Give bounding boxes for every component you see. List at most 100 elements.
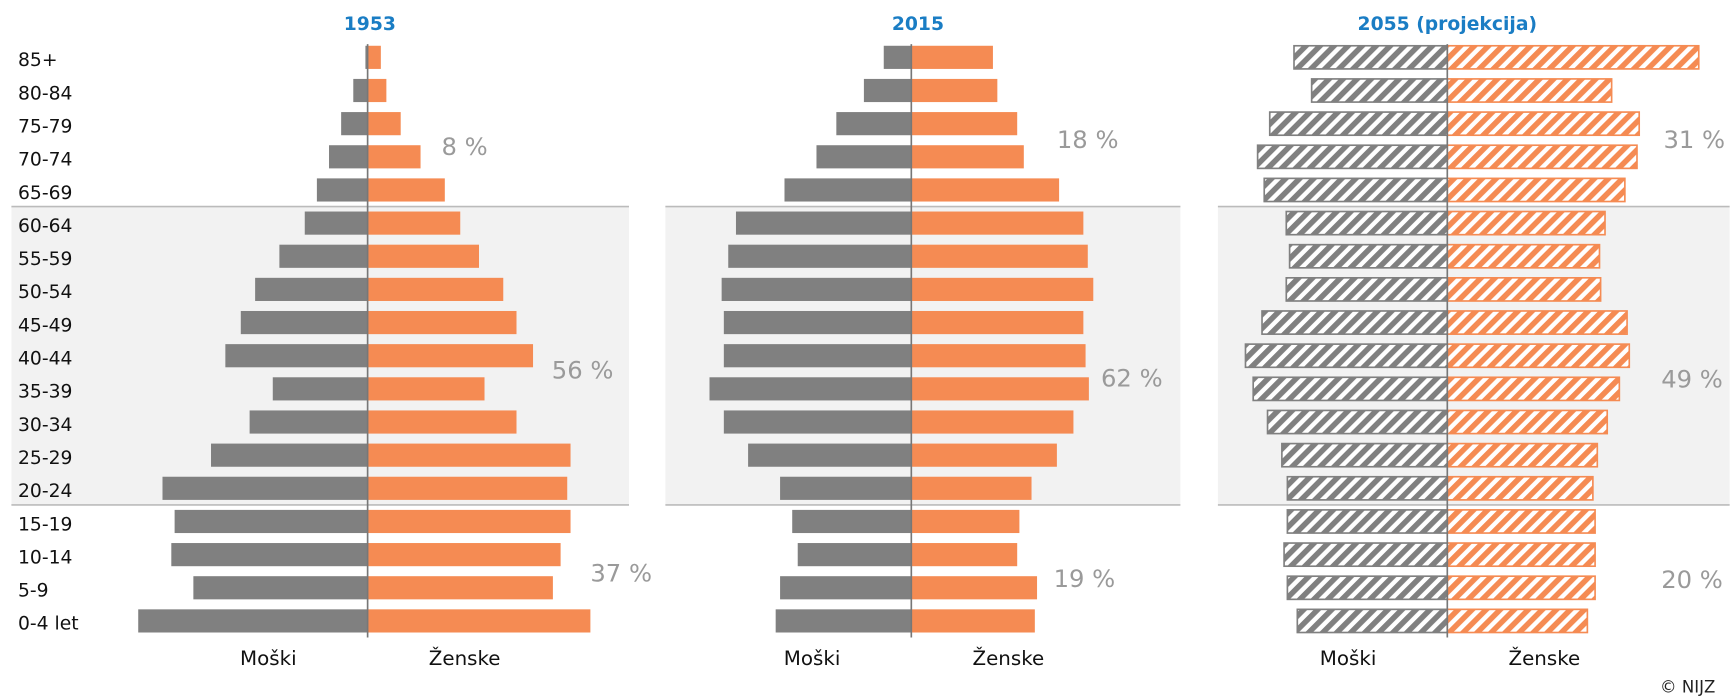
bar <box>1286 509 1449 534</box>
age-label: 50-54 <box>18 282 72 303</box>
bar <box>792 509 912 534</box>
bar <box>1446 409 1609 435</box>
bar <box>1288 243 1449 269</box>
bar <box>911 344 1086 368</box>
bar <box>911 45 993 69</box>
bar <box>911 410 1074 434</box>
bar <box>193 576 368 600</box>
legend-label: Moški <box>1320 647 1377 670</box>
bar <box>911 112 1018 136</box>
bar <box>1283 542 1449 568</box>
bar <box>883 45 912 69</box>
bar <box>911 145 1024 169</box>
bar <box>1286 575 1449 601</box>
age-label: 30-34 <box>18 415 72 436</box>
bar <box>367 310 517 335</box>
bar <box>1446 376 1621 402</box>
bar <box>1446 608 1589 634</box>
legend-label: Ženske <box>429 647 501 670</box>
bar <box>1446 210 1606 236</box>
bar <box>1310 78 1449 103</box>
bar <box>225 344 368 368</box>
bar <box>1446 509 1596 534</box>
bar <box>1446 144 1638 170</box>
age-label: 15-19 <box>18 514 72 535</box>
bar <box>341 112 368 136</box>
bar <box>367 543 561 567</box>
bar <box>171 543 368 567</box>
share-label: 8 % <box>442 132 488 161</box>
age-label: 10-14 <box>18 547 72 568</box>
bar <box>1263 177 1449 203</box>
bar <box>138 609 368 633</box>
bar <box>367 576 553 600</box>
bar <box>367 443 571 467</box>
bar <box>836 112 912 136</box>
bar <box>367 509 571 534</box>
age-label: 5-9 <box>18 581 49 602</box>
age-label: 70-74 <box>18 150 72 171</box>
bar <box>721 277 912 301</box>
bar <box>1293 44 1449 70</box>
bar <box>1252 376 1449 402</box>
bar <box>1446 343 1631 369</box>
bar <box>723 344 912 368</box>
bar <box>367 410 517 434</box>
bar <box>1281 442 1449 468</box>
bar <box>162 476 368 500</box>
bar <box>1266 409 1449 435</box>
bar <box>367 78 387 103</box>
bar <box>911 178 1060 202</box>
bar <box>723 410 912 434</box>
bar <box>367 178 445 202</box>
bar <box>911 211 1084 235</box>
bar <box>1261 310 1449 335</box>
bar <box>367 211 461 235</box>
bar <box>304 211 368 235</box>
bar <box>1446 177 1626 203</box>
share-label: 20 % <box>1661 565 1723 594</box>
bar <box>240 310 368 335</box>
bar <box>367 609 591 633</box>
age-label: 25-29 <box>18 448 72 469</box>
bar <box>723 310 912 335</box>
bar <box>911 277 1094 301</box>
bar <box>775 609 912 633</box>
source: © NIJZ <box>1660 678 1715 697</box>
chart-title: 1953 <box>344 14 396 35</box>
legend-label: Ženske <box>1508 647 1580 670</box>
legend-label: Ženske <box>973 647 1045 670</box>
bar <box>1244 343 1449 369</box>
bar <box>1286 475 1449 501</box>
bar <box>329 145 368 169</box>
legend-label: Moški <box>240 647 297 670</box>
bar <box>797 543 912 567</box>
bar <box>1268 111 1449 137</box>
bar <box>1446 310 1628 335</box>
bar <box>728 244 912 268</box>
bar <box>365 45 368 69</box>
share-label: 19 % <box>1054 564 1116 593</box>
bar <box>709 377 912 401</box>
bar <box>1285 210 1449 236</box>
bar <box>780 476 912 500</box>
bar <box>1446 111 1641 137</box>
bar <box>1446 542 1596 568</box>
bar <box>279 244 368 268</box>
age-label: 35-39 <box>18 382 72 403</box>
share-label: 31 % <box>1663 125 1725 154</box>
bar <box>211 443 368 467</box>
bar <box>911 576 1038 600</box>
age-label: 55-59 <box>18 249 72 270</box>
bar <box>1446 442 1599 468</box>
bar <box>1446 243 1601 269</box>
bar <box>911 443 1057 467</box>
bar <box>1446 277 1602 302</box>
chart-title: 2015 <box>892 14 944 35</box>
bar <box>911 509 1020 534</box>
bar <box>911 543 1018 567</box>
legend-label: Moški <box>784 647 841 670</box>
bar <box>174 509 368 534</box>
bar <box>863 78 912 103</box>
bar <box>1256 144 1449 170</box>
